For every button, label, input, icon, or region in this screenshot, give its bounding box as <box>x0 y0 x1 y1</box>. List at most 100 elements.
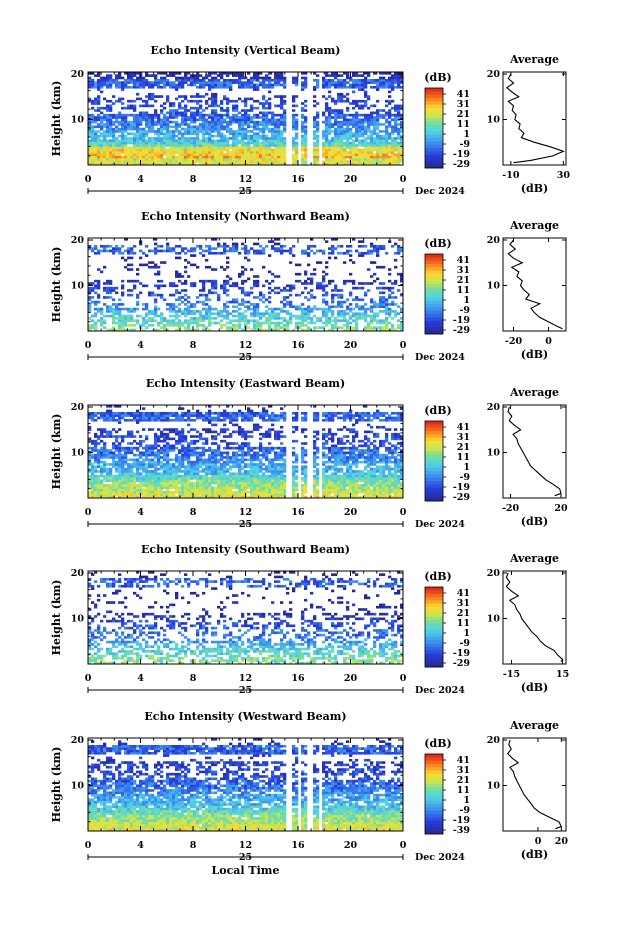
heatmap-cell <box>214 123 218 126</box>
heatmap-cell <box>175 305 179 309</box>
heatmap-cell <box>97 153 101 157</box>
heatmap-cell <box>274 127 278 131</box>
heatmap-cell <box>301 72 305 75</box>
heatmap-cell <box>292 78 296 82</box>
heatmap-cell <box>235 300 239 304</box>
heatmap-cell <box>268 111 272 115</box>
heatmap-cell <box>130 307 134 311</box>
heatmap-cell <box>208 125 212 129</box>
heatmap-cell <box>142 324 146 327</box>
heatmap-cell <box>379 488 383 492</box>
heatmap-cell <box>379 162 383 166</box>
heatmap-cell <box>217 321 221 325</box>
heatmap-cell <box>340 151 344 154</box>
heatmap-cell <box>382 244 386 248</box>
heatmap-cell <box>346 151 350 154</box>
heatmap-cell <box>262 328 266 332</box>
heatmap-cell <box>340 109 344 112</box>
heatmap-cell <box>274 160 278 163</box>
heatmap-cell <box>325 495 329 499</box>
heatmap-cell <box>271 314 275 318</box>
heatmap-cell <box>259 162 263 166</box>
colorbar-tick-label: 11 <box>457 119 470 130</box>
heatmap-cell <box>277 160 281 163</box>
heatmap-cell <box>346 141 350 145</box>
heatmap-cell <box>232 139 236 143</box>
heatmap-cell <box>139 83 143 87</box>
heatmap-cell <box>328 127 332 131</box>
heatmap-cell <box>160 139 164 143</box>
heatmap-cell <box>259 160 263 163</box>
heatmap-cell <box>115 305 119 309</box>
heatmap-cell <box>139 120 143 124</box>
heatmap-cell <box>331 97 335 101</box>
heatmap-cell <box>97 284 101 288</box>
heatmap-cell <box>337 289 341 292</box>
heatmap-cell <box>256 486 260 490</box>
heatmap-cell <box>397 244 401 248</box>
heatmap-cell <box>97 123 101 126</box>
heatmap-cell <box>244 488 248 492</box>
heatmap-cell <box>307 321 311 325</box>
heatmap-cell <box>340 162 344 166</box>
heatmap-cell <box>241 291 245 295</box>
heatmap-cell <box>325 312 329 316</box>
heatmap-cell <box>121 106 125 110</box>
heatmap-cell <box>139 155 143 159</box>
heatmap-cell <box>370 118 374 122</box>
heatmap-cell <box>163 324 167 327</box>
heatmap-cell <box>244 130 248 133</box>
heatmap-cell <box>337 127 341 131</box>
heatmap-cell <box>88 247 92 250</box>
heatmap-cell <box>280 118 284 122</box>
heatmap-cell <box>91 83 95 87</box>
heatmap-cell <box>277 493 281 496</box>
heatmap-cell <box>265 491 269 494</box>
heatmap-cell <box>352 113 356 117</box>
heatmap-cell <box>193 321 197 325</box>
heatmap-cell <box>184 310 188 313</box>
average-frame <box>502 237 567 332</box>
heatmap-cell <box>265 102 269 105</box>
heatmap-cell <box>127 317 131 320</box>
heatmap-cell <box>118 319 122 323</box>
heatmap-cell <box>112 132 116 136</box>
heatmap-cell <box>157 116 161 119</box>
panel-1: Echo Intensity (Vertical Beam)2010Height… <box>50 44 570 197</box>
heatmap-cell <box>352 307 356 311</box>
heatmap-cell <box>349 113 353 117</box>
heatmap-cell <box>130 263 134 267</box>
heatmap-cell <box>175 275 179 278</box>
heatmap-cell <box>202 249 206 253</box>
heatmap-cell <box>385 148 389 152</box>
heatmap-cell <box>370 162 374 166</box>
heatmap-cell <box>205 314 209 318</box>
heatmap-cell <box>274 141 278 145</box>
heatmap-cell <box>196 244 200 248</box>
heatmap-cell <box>118 328 122 332</box>
heatmap-cell <box>130 317 134 320</box>
heatmap-cell <box>166 139 170 143</box>
heatmap-cell <box>253 153 257 157</box>
heatmap-cell <box>343 132 347 136</box>
heatmap-cell <box>88 139 92 143</box>
heatmap-cell <box>136 141 140 145</box>
heatmap-cell <box>136 321 140 325</box>
heatmap-cell <box>214 113 218 117</box>
heatmap-cell <box>94 326 98 329</box>
heatmap-cell <box>154 111 158 115</box>
heatmap-cell <box>112 495 116 499</box>
heatmap-cell <box>400 74 404 77</box>
heatmap-cell <box>397 491 401 494</box>
heatmap-cell <box>343 312 347 316</box>
heatmap-cell <box>148 158 152 161</box>
heatmap-cell <box>241 160 245 163</box>
heatmap-cell <box>160 130 164 133</box>
heatmap-cell <box>232 305 236 309</box>
heatmap-cell <box>160 132 164 136</box>
heatmap-cell <box>346 106 350 110</box>
heatmap-cell <box>391 328 395 332</box>
heatmap-cell <box>196 85 200 89</box>
heatmap-cell <box>262 153 266 157</box>
heatmap-cell <box>196 141 200 145</box>
